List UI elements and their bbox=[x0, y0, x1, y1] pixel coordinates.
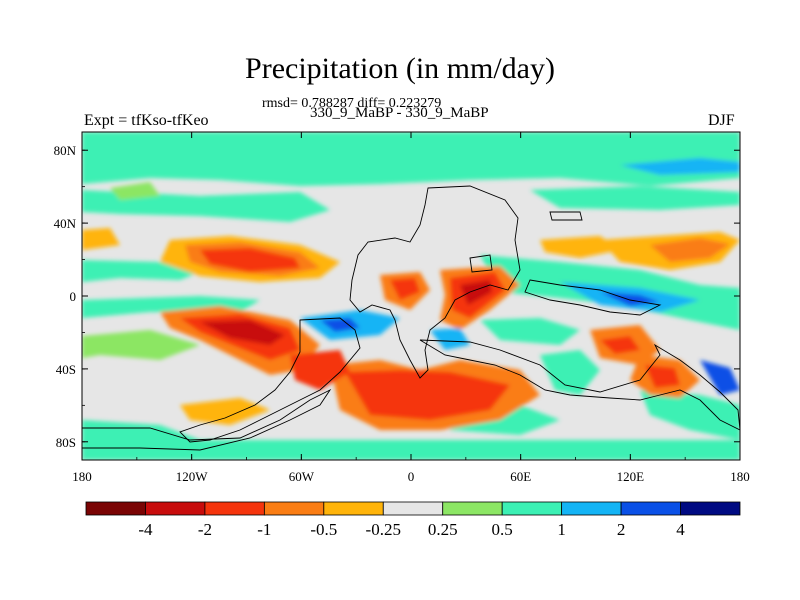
colorbar-label: -0.5 bbox=[310, 520, 337, 539]
y-tick-label: 40N bbox=[54, 216, 77, 231]
longitude-axis: 180 120W 60W 0 60E 120E 180 bbox=[72, 132, 750, 484]
colorbar-swatch bbox=[263, 501, 325, 516]
colorbar-label: 4 bbox=[676, 520, 685, 539]
y-tick-label: 0 bbox=[70, 289, 77, 304]
precipitation-field bbox=[82, 132, 740, 460]
colorbar-label: -2 bbox=[198, 520, 212, 539]
colorbar-label: 2 bbox=[617, 520, 626, 539]
x-tick-label: 120W bbox=[176, 469, 209, 484]
colorbar-swatch bbox=[442, 501, 503, 516]
colorbar-swatch bbox=[85, 501, 146, 516]
y-tick-label: 80S bbox=[56, 435, 76, 450]
colorbar-swatch bbox=[382, 501, 444, 516]
x-tick-label: 120E bbox=[617, 469, 645, 484]
colorbar-swatch bbox=[680, 501, 741, 516]
x-tick-label: 60W bbox=[289, 469, 315, 484]
colorbar-label: -0.25 bbox=[366, 520, 401, 539]
stats-subtitle: rmsd= 0.788287 diff= 0.223279 bbox=[262, 96, 442, 111]
x-tick-label: 180 bbox=[730, 469, 750, 484]
colorbar-label: 0.5 bbox=[492, 520, 513, 539]
colorbar-swatch bbox=[323, 501, 384, 516]
colorbar-label: 0.25 bbox=[428, 520, 458, 539]
season-label: DJF bbox=[708, 112, 735, 129]
x-tick-label: 180 bbox=[72, 469, 92, 484]
colorbar-swatch bbox=[501, 501, 563, 516]
colorbar-swatch bbox=[145, 501, 206, 516]
colorbar-swatch bbox=[620, 501, 681, 516]
x-tick-label: 60E bbox=[510, 469, 531, 484]
latitude-axis: 80N 40N 0 40S 80S bbox=[54, 143, 740, 450]
colorbar-label: -1 bbox=[257, 520, 271, 539]
colorbar-label: -4 bbox=[138, 520, 153, 539]
y-tick-label: 40S bbox=[56, 362, 76, 377]
x-tick-label: 0 bbox=[408, 469, 415, 484]
colorbar-swatch bbox=[561, 501, 622, 516]
continent-outlines bbox=[81, 185, 741, 451]
experiment-label: Expt = tfKso-tfKeo bbox=[84, 112, 209, 129]
colorbar-swatch bbox=[204, 501, 265, 516]
colorbar: -4 -2 -1 -0.5 -0.25 0.25 0.5 1 2 4 bbox=[85, 501, 741, 539]
map-title: Precipitation (in mm/day) bbox=[245, 52, 555, 85]
colorbar-label: 1 bbox=[557, 520, 566, 539]
y-tick-label: 80N bbox=[54, 143, 77, 158]
period-label: 330_9_MaBP - 330_9_MaBP bbox=[310, 105, 489, 121]
